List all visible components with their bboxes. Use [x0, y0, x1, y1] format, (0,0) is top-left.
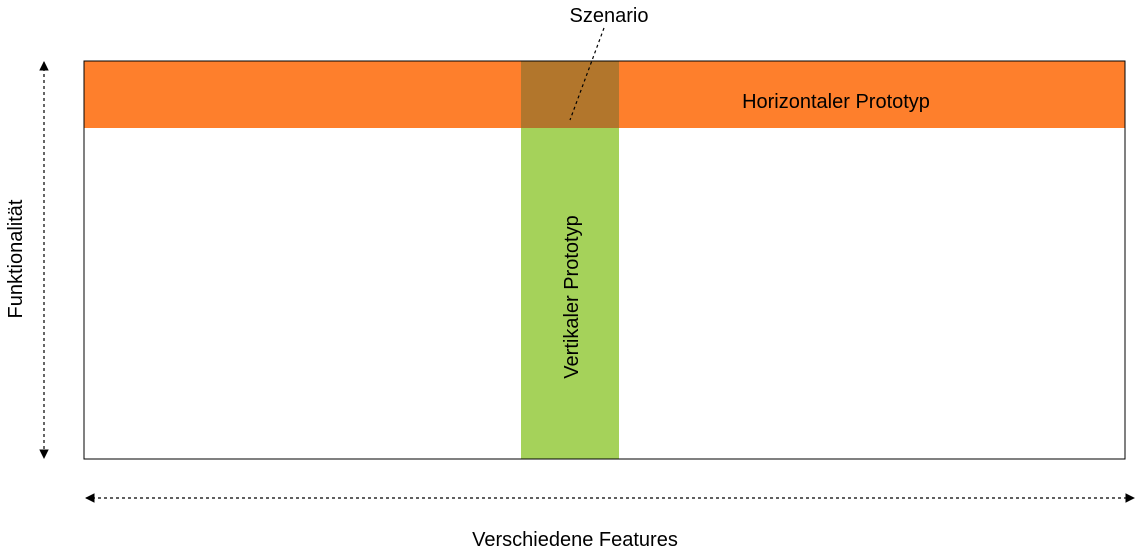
scenario-label: Szenario [570, 5, 649, 27]
scenario-leader-line [569, 27, 605, 121]
horizontal-prototype-label: Horizontaler Prototyp [742, 91, 930, 113]
vertical-prototype-band [521, 128, 619, 459]
x-axis-label: Verschiedene Features [472, 529, 678, 551]
vertical-prototype-label: Vertikaler Prototyp [561, 215, 583, 378]
scenario-intersection [521, 61, 619, 128]
y-axis-label: Funktionalität [5, 199, 27, 318]
diagram-frame-outline [83, 60, 1126, 460]
